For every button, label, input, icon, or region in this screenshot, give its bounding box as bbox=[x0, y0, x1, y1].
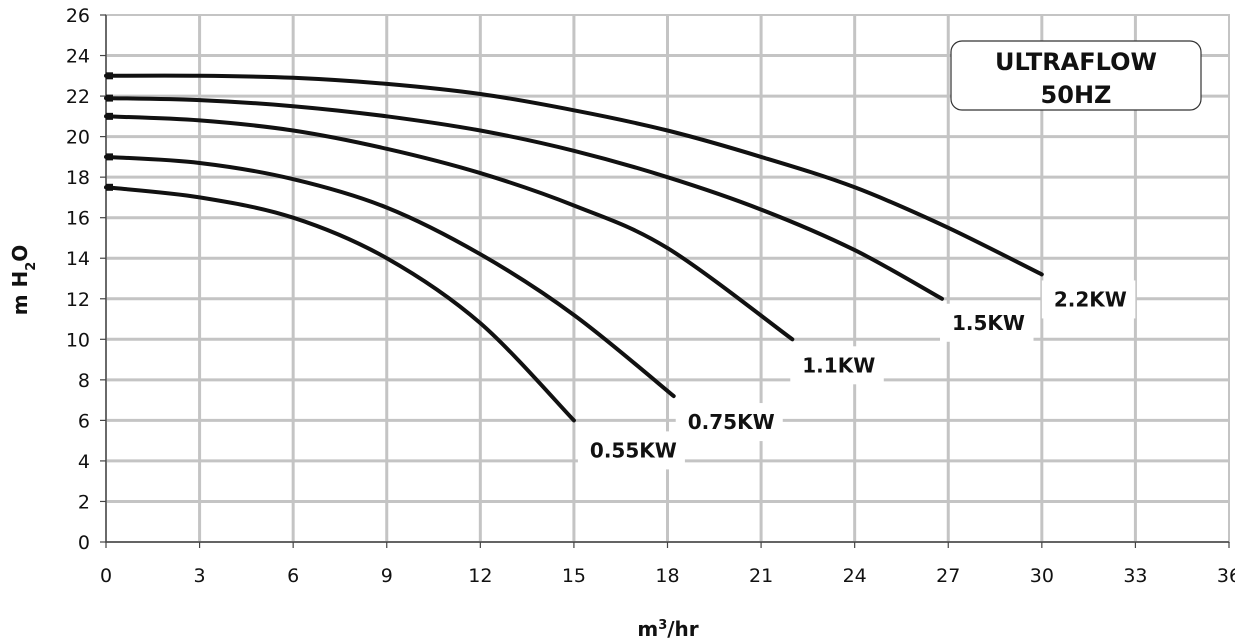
series-start-marker bbox=[106, 112, 113, 120]
x-tick-label: 15 bbox=[562, 565, 586, 587]
series-start-marker bbox=[106, 72, 113, 80]
title-box: ULTRAFLOW 50HZ bbox=[950, 40, 1202, 111]
x-tick-label: 3 bbox=[194, 565, 206, 587]
x-tick-label: 6 bbox=[287, 565, 299, 587]
y-axis-title-sub: 2 bbox=[24, 262, 39, 271]
series-line bbox=[104, 96, 944, 301]
series-label-backdrop bbox=[577, 431, 685, 470]
y-tick-label: 16 bbox=[66, 208, 90, 230]
series-label: 0.75KW bbox=[688, 410, 775, 434]
y-tick-label: 2 bbox=[78, 491, 90, 513]
x-axis-title-sup: 3 bbox=[658, 618, 667, 633]
series-line bbox=[104, 185, 576, 423]
series-label: 0.55KW bbox=[590, 438, 677, 462]
x-tick-label: 30 bbox=[1030, 565, 1054, 587]
series-label: 1.5KW bbox=[952, 311, 1025, 335]
y-tick-label: 18 bbox=[66, 167, 90, 189]
y-tick-label: 14 bbox=[66, 248, 90, 270]
y-tick-label: 24 bbox=[66, 46, 90, 68]
series-label-backdrop bbox=[1041, 280, 1136, 319]
title-box-frame bbox=[950, 40, 1202, 111]
y-tick-label: 8 bbox=[78, 370, 90, 392]
series-labels: 0.55KW 0.75KW 1.1KW 1.5KW 2.2KW bbox=[577, 280, 1136, 470]
chart-subtitle: 50HZ bbox=[1041, 81, 1112, 109]
y-tick-label: 0 bbox=[78, 532, 90, 554]
series-label-backdrop bbox=[790, 346, 884, 385]
x-tick-label: 24 bbox=[843, 565, 867, 587]
y-tick-label: 26 bbox=[66, 5, 90, 27]
x-tick-label: 36 bbox=[1217, 565, 1235, 587]
y-tick-label: 6 bbox=[78, 410, 90, 432]
series-start-marker bbox=[106, 153, 113, 161]
series-line bbox=[104, 114, 795, 342]
x-axis-title-rest: /hr bbox=[667, 617, 699, 641]
x-tick-label: 33 bbox=[1123, 565, 1147, 587]
y-axis-title-base: m H bbox=[8, 271, 32, 316]
series-label-backdrop bbox=[675, 403, 783, 442]
y-tick-label: 20 bbox=[66, 127, 90, 149]
y-axis-title-rest: O bbox=[8, 245, 32, 262]
y-tick-label: 4 bbox=[78, 451, 90, 473]
chart-title: ULTRAFLOW bbox=[995, 48, 1157, 76]
y-tick-label: 10 bbox=[66, 329, 90, 351]
y-tick-label: 22 bbox=[66, 86, 90, 108]
series-label: 1.1KW bbox=[802, 353, 875, 377]
series-lines bbox=[104, 72, 1044, 423]
y-axis-title: m H2O bbox=[8, 245, 39, 316]
series-start-marker bbox=[106, 94, 113, 102]
series-line bbox=[104, 154, 676, 399]
x-tick-label: 12 bbox=[468, 565, 492, 587]
y-tick-label: 12 bbox=[66, 289, 90, 311]
series-start-marker bbox=[106, 183, 113, 191]
series-label-backdrop bbox=[940, 303, 1034, 342]
tick-labels: 0369121518212427303336024681012141618202… bbox=[66, 5, 1235, 587]
x-tick-label: 9 bbox=[381, 565, 393, 587]
x-axis-title: m3/hr bbox=[637, 617, 698, 641]
x-tick-label: 27 bbox=[936, 565, 960, 587]
x-axis-title-base: m bbox=[637, 617, 658, 641]
series-line bbox=[104, 73, 1044, 277]
x-tick-label: 18 bbox=[655, 565, 679, 587]
x-tick-label: 21 bbox=[749, 565, 773, 587]
series-label: 2.2KW bbox=[1054, 287, 1127, 311]
x-tick-label: 0 bbox=[100, 565, 112, 587]
